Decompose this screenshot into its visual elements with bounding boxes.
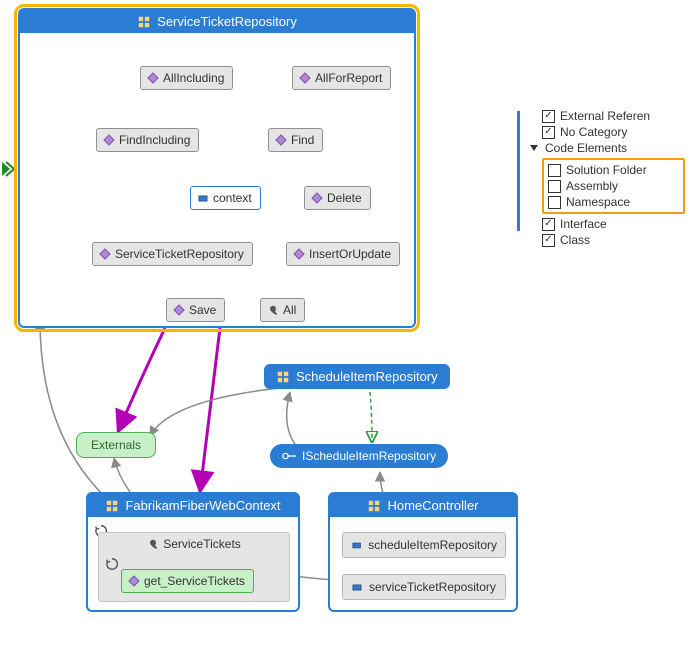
method-icon	[299, 72, 311, 84]
legend-item[interactable]: External Referen	[542, 108, 685, 124]
chip-schedule-item-repository[interactable]: ScheduleItemRepository	[264, 364, 450, 389]
method-icon	[173, 304, 185, 316]
legend-label: Class	[560, 233, 590, 247]
checkbox-icon[interactable]	[548, 180, 561, 193]
legend-highlight-box: Solution Folder Assembly Namespace	[542, 158, 685, 214]
container-home-controller[interactable]: HomeController scheduleItemRepository se…	[328, 492, 518, 612]
legend-item[interactable]: Namespace	[548, 194, 679, 210]
node-label: get_ServiceTickets	[144, 574, 245, 588]
property-icon	[147, 538, 159, 550]
chip-label: ScheduleItemRepository	[296, 369, 438, 384]
method-icon	[311, 192, 323, 204]
checkbox-icon[interactable]	[542, 126, 555, 139]
node-all-for-report[interactable]: AllForReport	[292, 66, 391, 90]
node-label: FindIncluding	[119, 133, 190, 147]
node-label: IScheduleItemRepository	[302, 449, 436, 463]
node-find-including[interactable]: FindIncluding	[96, 128, 199, 152]
method-icon	[128, 575, 140, 587]
method-icon	[99, 248, 111, 260]
node-label: serviceTicketRepository	[369, 580, 496, 594]
node-get-service-tickets[interactable]: get_ServiceTickets	[121, 569, 254, 593]
class-icon	[367, 499, 381, 513]
refresh-icon	[105, 557, 119, 571]
method-icon	[147, 72, 159, 84]
container-header[interactable]: ServiceTicketRepository	[20, 10, 414, 33]
checkbox-icon[interactable]	[548, 196, 561, 209]
node-ischedule-item-repository[interactable]: IScheduleItemRepository	[270, 444, 448, 468]
node-label: All	[283, 303, 296, 317]
property-icon	[267, 304, 279, 316]
collapse-icon[interactable]	[530, 145, 538, 151]
group-header: ServiceTickets	[99, 533, 289, 555]
node-insert-or-update[interactable]: InsertOrUpdate	[286, 242, 400, 266]
method-icon	[103, 134, 115, 146]
group-label: ServiceTickets	[163, 537, 241, 551]
method-icon	[293, 248, 305, 260]
legend-label: Solution Folder	[566, 163, 647, 177]
node-label: Delete	[327, 191, 362, 205]
node-delete[interactable]: Delete	[304, 186, 371, 210]
legend-heading-row[interactable]: Code Elements	[530, 140, 685, 156]
incoming-chevron-icon	[0, 160, 14, 178]
legend-item[interactable]: Class	[542, 232, 685, 248]
checkbox-icon[interactable]	[542, 234, 555, 247]
field-icon	[351, 581, 363, 593]
class-icon	[137, 15, 151, 29]
node-label: Find	[291, 133, 314, 147]
legend-item[interactable]: Assembly	[548, 178, 679, 194]
legend-item[interactable]: Interface	[542, 216, 685, 232]
node-label: AllIncluding	[163, 71, 224, 85]
node-label: ServiceTicketRepository	[115, 247, 244, 261]
group-service-tickets[interactable]: ServiceTickets get_ServiceTickets	[98, 532, 290, 602]
container-title: HomeController	[387, 498, 478, 513]
legend-label: Namespace	[566, 195, 630, 209]
class-icon	[105, 499, 119, 513]
container-title: ServiceTicketRepository	[157, 14, 297, 29]
legend-label: External Referen	[560, 109, 650, 123]
node-find[interactable]: Find	[268, 128, 323, 152]
legend-label: Interface	[560, 217, 607, 231]
legend-label: Assembly	[566, 179, 618, 193]
node-label: scheduleItemRepository	[368, 538, 497, 552]
legend-heading: Code Elements	[545, 141, 627, 155]
legend-item[interactable]: Solution Folder	[548, 162, 679, 178]
interface-icon	[282, 451, 296, 461]
legend-accent-bar	[517, 111, 520, 231]
node-label: InsertOrUpdate	[309, 247, 391, 261]
field-icon	[197, 192, 209, 204]
legend-panel: External Referen No Category Code Elemen…	[530, 108, 685, 248]
node-all[interactable]: All	[260, 298, 305, 322]
node-label: Save	[189, 303, 216, 317]
legend-item[interactable]: No Category	[542, 124, 685, 140]
node-label: Externals	[91, 438, 141, 452]
legend-label: No Category	[560, 125, 627, 139]
container-header[interactable]: FabrikamFiberWebContext	[88, 494, 298, 517]
node-externals[interactable]: Externals	[76, 432, 156, 458]
node-label: AllForReport	[315, 71, 382, 85]
field-icon	[351, 539, 362, 551]
method-icon	[275, 134, 287, 146]
container-service-ticket-repository[interactable]: ServiceTicketRepository AllIncluding All…	[18, 8, 416, 328]
checkbox-icon[interactable]	[548, 164, 561, 177]
checkbox-icon[interactable]	[542, 218, 555, 231]
node-all-including[interactable]: AllIncluding	[140, 66, 233, 90]
node-ctor[interactable]: ServiceTicketRepository	[92, 242, 253, 266]
diagram-canvas[interactable]: ServiceTicketRepository AllIncluding All…	[0, 0, 699, 647]
checkbox-icon[interactable]	[542, 110, 555, 123]
node-schedule-item-repo-field[interactable]: scheduleItemRepository	[342, 532, 506, 558]
node-label: context	[213, 191, 252, 205]
container-fabrikam[interactable]: FabrikamFiberWebContext ServiceTickets g…	[86, 492, 300, 612]
node-service-ticket-repo-field[interactable]: serviceTicketRepository	[342, 574, 506, 600]
container-title: FabrikamFiberWebContext	[125, 498, 280, 513]
node-save[interactable]: Save	[166, 298, 225, 322]
node-context[interactable]: context	[190, 186, 261, 210]
class-icon	[276, 370, 290, 384]
container-header[interactable]: HomeController	[330, 494, 516, 517]
